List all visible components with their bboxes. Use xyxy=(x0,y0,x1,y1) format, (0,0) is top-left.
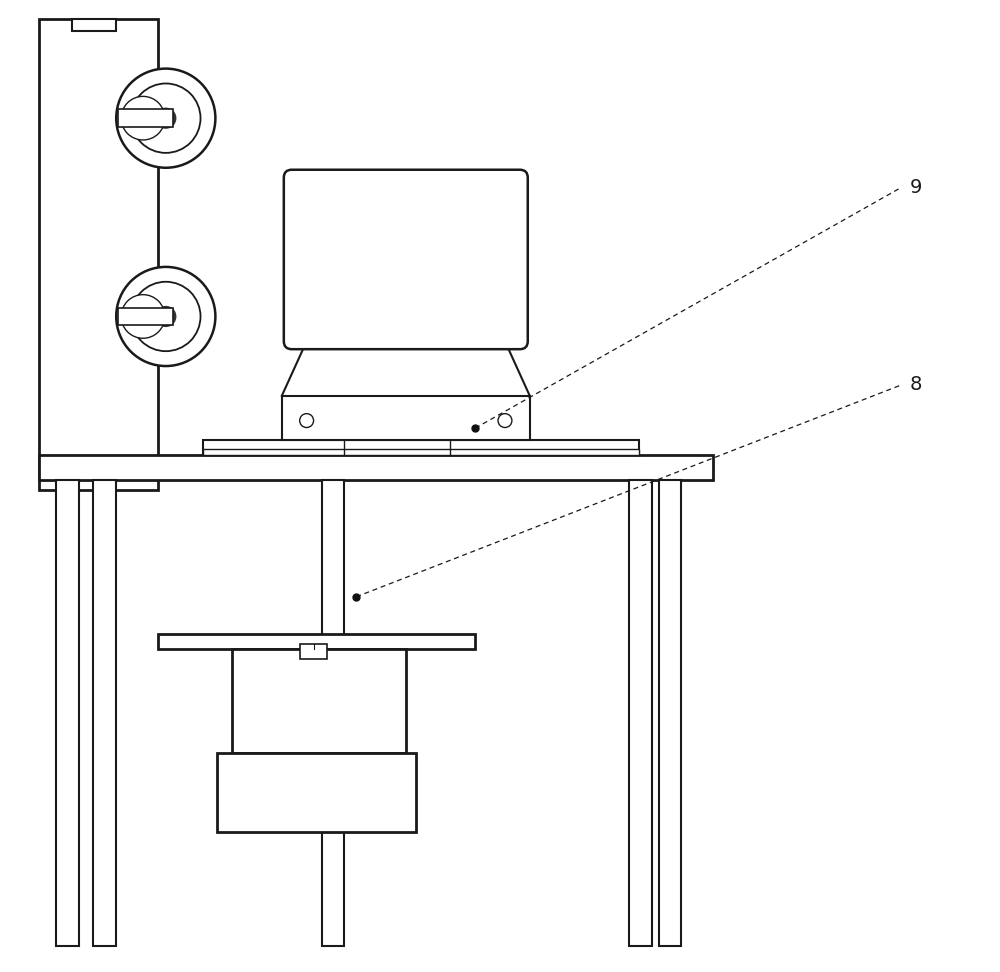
Bar xyxy=(118,109,173,127)
Bar xyxy=(72,19,116,31)
Text: 9: 9 xyxy=(910,178,922,196)
Bar xyxy=(282,396,530,440)
Circle shape xyxy=(131,84,201,153)
Bar xyxy=(203,449,639,455)
Bar xyxy=(232,648,406,752)
Bar xyxy=(93,480,116,946)
Bar xyxy=(659,480,681,946)
Bar xyxy=(203,440,639,455)
Bar xyxy=(217,752,416,832)
Bar xyxy=(300,643,327,658)
Bar xyxy=(118,307,173,326)
Circle shape xyxy=(121,96,165,140)
Circle shape xyxy=(116,267,215,366)
Circle shape xyxy=(156,108,176,128)
Circle shape xyxy=(121,295,165,338)
Bar xyxy=(39,455,713,480)
Text: 8: 8 xyxy=(910,375,922,395)
Bar xyxy=(629,480,652,946)
Circle shape xyxy=(156,306,176,327)
Bar xyxy=(158,634,475,648)
Circle shape xyxy=(498,414,512,428)
Bar xyxy=(39,19,158,490)
Bar xyxy=(56,480,79,946)
Circle shape xyxy=(131,282,201,351)
Circle shape xyxy=(116,69,215,168)
FancyBboxPatch shape xyxy=(284,170,528,349)
Bar xyxy=(322,480,344,946)
Circle shape xyxy=(300,414,314,428)
